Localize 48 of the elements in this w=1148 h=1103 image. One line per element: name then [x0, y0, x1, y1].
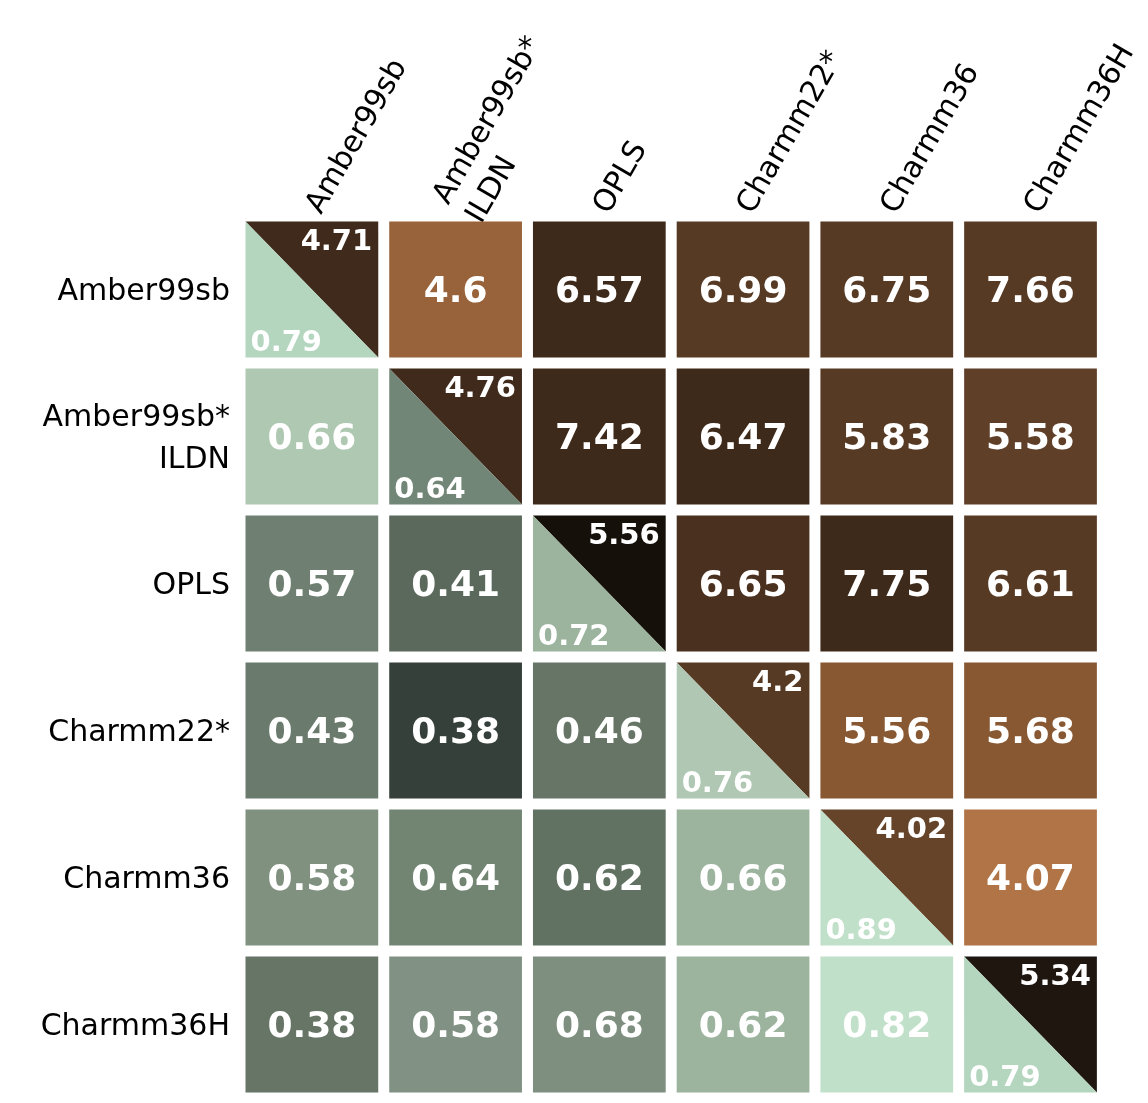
annotation: 0.64 [394, 471, 466, 505]
data-label: 0.41 [411, 563, 501, 604]
data-label: 4.76 [444, 370, 516, 404]
data-label: 0.38 [411, 710, 501, 751]
data-label: 0.57 [267, 563, 357, 604]
annotation: 0.72 [537, 618, 610, 652]
data-label: 0.38 [267, 1004, 357, 1045]
data-label: 4.02 [875, 811, 948, 845]
data-label: 4.07 [986, 857, 1075, 898]
data-label: 0.58 [267, 857, 357, 898]
data-label: 4.2 [752, 664, 804, 698]
data-label: 5.56 [588, 517, 660, 551]
data-label: 6.61 [986, 563, 1075, 604]
annotation: 0.79 [969, 1059, 1041, 1093]
data-label: 0.62 [698, 1004, 788, 1045]
data-label: 5.58 [986, 416, 1075, 457]
data-label: 0.64 [411, 857, 501, 898]
data-label: 0.68 [554, 1004, 644, 1045]
data-label: 0.66 [698, 857, 788, 898]
y-tick-label: Amber99sb [57, 272, 230, 307]
data-label: 0.58 [411, 1004, 501, 1045]
annotation: 0.79 [250, 324, 323, 358]
data-label: 5.56 [842, 710, 932, 751]
data-label: 0.66 [267, 416, 357, 457]
data-label: 6.65 [698, 563, 788, 604]
data-label: 6.99 [698, 269, 788, 310]
data-label: 6.75 [842, 269, 932, 310]
data-label: 0.82 [842, 1004, 932, 1045]
data-label: 6.57 [554, 269, 644, 310]
data-label: 0.62 [554, 857, 644, 898]
data-label: 7.75 [842, 563, 932, 604]
data-label: 4.6 [423, 269, 488, 310]
y-tick-label: Charmm22* [48, 713, 230, 748]
y-tick-label: Charmm36H [40, 1007, 230, 1042]
data-label: 0.43 [267, 710, 357, 751]
data-label: 6.47 [698, 416, 788, 457]
data-label: 5.68 [986, 710, 1075, 751]
y-tick-label: Amber99sb* ILDN [42, 398, 230, 475]
annotation: 0.89 [825, 912, 897, 946]
data-label: 5.34 [1019, 958, 1091, 992]
data-label: 7.66 [986, 269, 1075, 310]
y-tick-label: OPLS [152, 566, 230, 601]
data-label: 5.83 [842, 416, 932, 457]
y-tick-label: Charmm36 [63, 860, 230, 895]
data-label: 0.46 [554, 710, 644, 751]
data-label: 7.42 [554, 416, 644, 457]
data-label: 4.71 [300, 223, 373, 257]
annotation: 0.76 [681, 765, 754, 799]
